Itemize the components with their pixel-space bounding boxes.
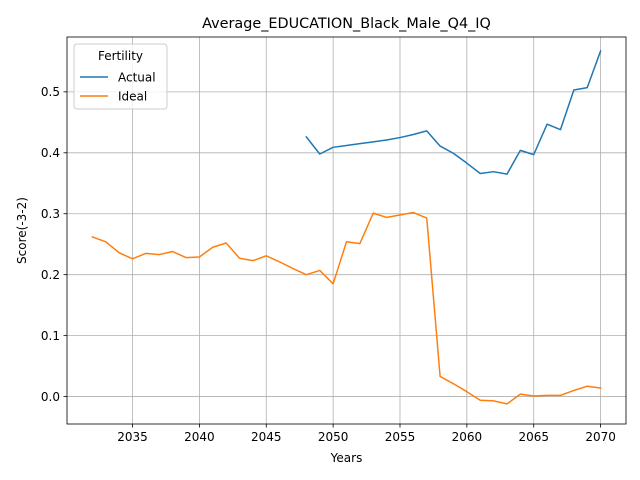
- x-tick-label: 2040: [184, 430, 215, 444]
- x-tick-label: 2055: [385, 430, 416, 444]
- legend-title: Fertility: [98, 49, 143, 63]
- x-tick-label: 2035: [117, 430, 148, 444]
- y-axis-title: Score(-3-2): [15, 197, 29, 264]
- legend-label-ideal: Ideal: [118, 89, 147, 103]
- x-tick-label: 2045: [251, 430, 282, 444]
- y-tick-label: 0.0: [41, 390, 60, 404]
- y-tick-label: 0.2: [41, 268, 60, 282]
- x-axis-title: Years: [330, 451, 363, 465]
- series-line-ideal: [91, 211, 602, 405]
- y-tick-label: 0.4: [41, 146, 60, 160]
- grid: [67, 37, 626, 424]
- legend-entries: Actual Ideal: [80, 70, 156, 103]
- y-tick-label: 0.3: [41, 207, 60, 221]
- chart-title: Average_EDUCATION_Black_Male_Q4_IQ: [202, 16, 491, 32]
- x-tick-label: 2060: [452, 430, 483, 444]
- plot-series: [91, 50, 602, 405]
- legend-label-actual: Actual: [118, 70, 156, 84]
- series-line-actual: [305, 50, 602, 175]
- x-tick-label: 2065: [518, 430, 549, 444]
- plot-frame: [66, 36, 627, 425]
- legend: Fertility Actual Ideal: [73, 43, 168, 110]
- axis-ticks: 2035 2040 2045 2050 2055 2060 2065 2070 0.0 0.1 0.…: [41, 85, 616, 444]
- x-tick-label: 2070: [585, 430, 616, 444]
- y-tick-label: 0.1: [41, 329, 60, 343]
- legend-box: [73, 43, 168, 110]
- y-tick-label: 0.5: [41, 85, 60, 99]
- x-tick-label: 2050: [318, 430, 349, 444]
